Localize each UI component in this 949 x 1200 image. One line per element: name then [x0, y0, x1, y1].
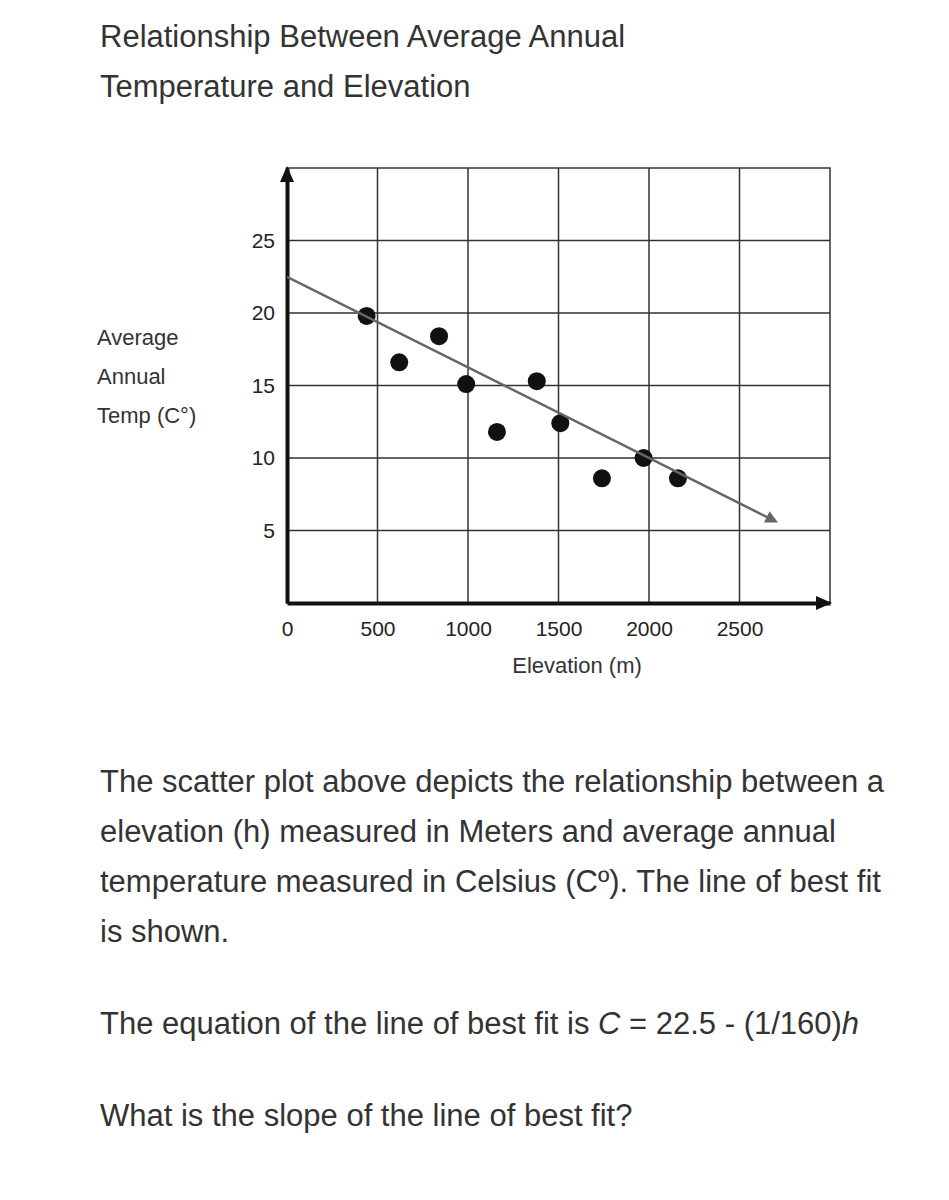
y-tick-label: 5	[263, 519, 275, 542]
y-axis-label: Temp (C°)	[97, 403, 196, 428]
data-point	[593, 469, 611, 487]
x-axis-arrow	[816, 596, 832, 610]
y-tick: 5	[263, 519, 287, 542]
x-tick: 1000	[445, 603, 492, 640]
y-axis-line	[286, 169, 290, 604]
x-tick: 2000	[626, 603, 673, 640]
text-segment: What is the slope of the line of best fi…	[100, 1098, 632, 1133]
paragraph: The equation of the line of best fit is …	[100, 999, 890, 1049]
grid	[287, 168, 830, 603]
data-point	[528, 372, 546, 390]
x-tick: 0	[282, 603, 294, 640]
data-point	[390, 353, 408, 371]
x-tick-label: 2000	[626, 617, 673, 640]
y-tick: 15	[252, 374, 287, 397]
y-grid-line	[287, 385, 830, 387]
data-point	[488, 423, 506, 441]
x-tick: 500	[360, 603, 395, 640]
x-tick: 1500	[536, 603, 583, 640]
y-tick-label: 10	[252, 446, 275, 469]
x-tick-label: 2500	[717, 617, 764, 640]
x-tick: 2500	[717, 603, 764, 640]
y-axis-label: Annual	[97, 364, 166, 389]
x-tick-label: 1500	[536, 617, 583, 640]
paragraph: The scatter plot above depicts the relat…	[100, 757, 890, 957]
y-tick-label: 25	[252, 229, 275, 252]
x-tick-label: 0	[282, 617, 294, 640]
text-segment: The scatter plot above depicts the relat…	[100, 764, 884, 949]
x-axis-line	[288, 602, 831, 606]
x-axis-label: Elevation (m)	[512, 653, 642, 678]
paragraph: What is the slope of the line of best fi…	[100, 1091, 890, 1141]
y-tick: 20	[252, 301, 287, 324]
y-tick: 25	[252, 229, 287, 252]
x-grid-line	[286, 168, 288, 603]
text-segment: The equation of the line of best fit is	[100, 1006, 598, 1041]
data-point	[457, 375, 475, 393]
x-tick-label: 1000	[445, 617, 492, 640]
text-segment: = 22.5 - (1/160)	[620, 1006, 841, 1041]
plot-area	[287, 277, 776, 522]
chart-title: Relationship Between Average Annual	[100, 19, 625, 54]
y-tick: 10	[252, 446, 287, 469]
x-tick-label: 500	[360, 617, 395, 640]
y-tick-label: 15	[252, 374, 275, 397]
best-fit-line	[287, 277, 776, 522]
y-axis-label: Average	[97, 325, 179, 350]
data-point	[430, 327, 448, 345]
y-tick-label: 20	[252, 301, 275, 324]
text-segment: h	[842, 1006, 859, 1041]
x-axis: 0 500 1000 1500 2000 2500	[282, 603, 831, 640]
y-axis: 5 10 15 20 25	[252, 169, 288, 604]
plot-frame	[287, 168, 830, 603]
y-grid-line	[287, 240, 830, 242]
chart-title: Temperature and Elevation	[100, 69, 471, 104]
text-segment: C	[598, 1006, 620, 1041]
y-grid-line	[287, 530, 830, 532]
y-grid-line	[287, 457, 830, 459]
y-axis-arrow	[280, 166, 294, 182]
